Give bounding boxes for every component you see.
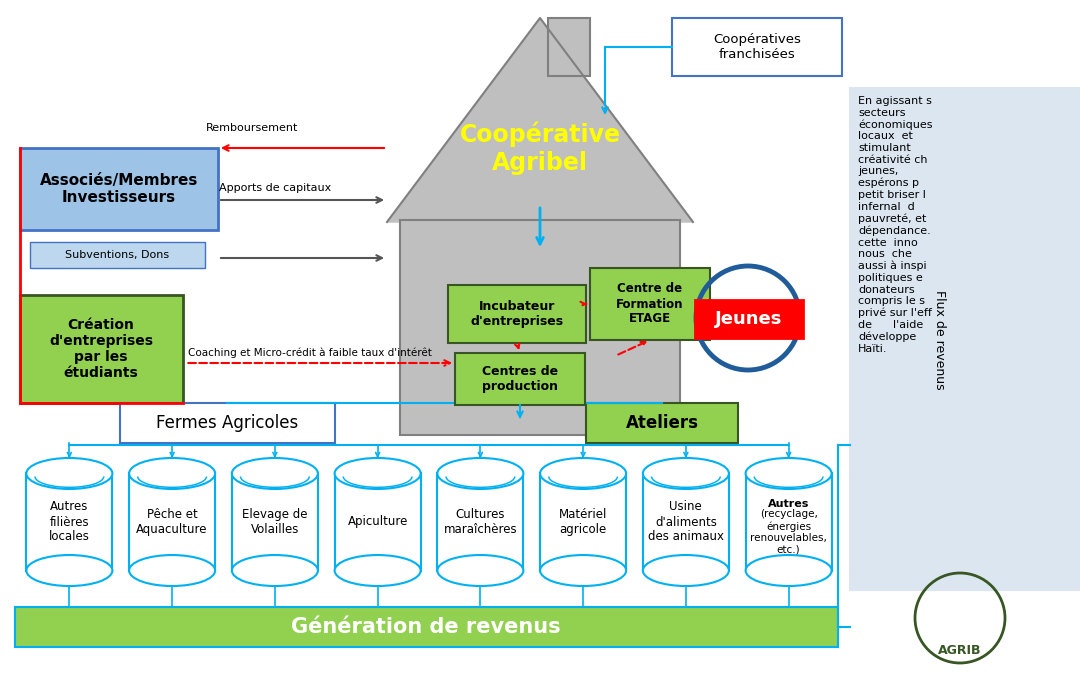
- Ellipse shape: [745, 555, 832, 586]
- Ellipse shape: [130, 555, 215, 586]
- Text: AGRIB: AGRIB: [939, 643, 982, 657]
- Bar: [15, 607, 838, 647]
- Bar: [696, 300, 804, 338]
- Text: Incubateur
d'entreprises: Incubateur d'entreprises: [471, 300, 564, 328]
- Bar: [26, 473, 112, 570]
- Bar: [850, 88, 1080, 590]
- Text: Apports de capitaux: Apports de capitaux: [219, 183, 332, 193]
- Ellipse shape: [335, 458, 420, 489]
- Bar: [21, 295, 183, 403]
- Text: Matériel
agricole: Matériel agricole: [559, 508, 607, 536]
- Bar: [643, 473, 729, 570]
- Ellipse shape: [232, 458, 318, 489]
- Text: En agissant s
secteurs
économiques
locaux  et
stimulant
créativité ch
jeunes,
es: En agissant s secteurs économiques locau…: [858, 96, 932, 354]
- Ellipse shape: [130, 458, 215, 489]
- Text: Génération de revenus: Génération de revenus: [292, 617, 561, 637]
- Bar: [21, 148, 218, 230]
- Text: Jeunes: Jeunes: [715, 310, 783, 328]
- Ellipse shape: [745, 458, 832, 489]
- Bar: [745, 473, 832, 570]
- Text: Pêche et
Aquaculture: Pêche et Aquaculture: [136, 508, 207, 536]
- Bar: [448, 285, 586, 343]
- Bar: [335, 473, 420, 570]
- Ellipse shape: [643, 555, 729, 586]
- Text: Fermes Agricoles: Fermes Agricoles: [156, 414, 298, 432]
- Text: Centres de
production: Centres de production: [482, 365, 558, 393]
- Ellipse shape: [437, 458, 524, 489]
- Text: Remboursement: Remboursement: [206, 123, 298, 133]
- Bar: [400, 220, 680, 435]
- Text: Ateliers: Ateliers: [625, 414, 699, 432]
- Text: Subventions, Dons: Subventions, Dons: [65, 250, 170, 260]
- Text: Coopérative
Agribel: Coopérative Agribel: [459, 122, 621, 175]
- Text: Usine
d'aliments
des animaux: Usine d'aliments des animaux: [648, 500, 724, 543]
- Ellipse shape: [540, 458, 626, 489]
- Text: Coaching et Micro-crédit à faible taux d'intérêt: Coaching et Micro-crédit à faible taux d…: [188, 348, 432, 358]
- Ellipse shape: [232, 555, 318, 586]
- Bar: [590, 268, 710, 340]
- Bar: [672, 18, 842, 76]
- Text: Associés/Membres
Investisseurs: Associés/Membres Investisseurs: [40, 173, 199, 205]
- Text: Cultures
maraîchères: Cultures maraîchères: [444, 508, 517, 536]
- Ellipse shape: [26, 458, 112, 489]
- Text: Autres: Autres: [768, 499, 809, 509]
- Bar: [455, 353, 585, 405]
- Bar: [586, 403, 738, 443]
- Bar: [437, 473, 524, 570]
- Text: Centre de
Formation
ETAGE: Centre de Formation ETAGE: [617, 283, 684, 325]
- Text: Création
d'entreprises
par les
étudiants: Création d'entreprises par les étudiants: [49, 318, 153, 380]
- Ellipse shape: [335, 555, 420, 586]
- Bar: [232, 473, 318, 570]
- Ellipse shape: [540, 555, 626, 586]
- Bar: [540, 473, 626, 570]
- Text: Autres
filières
locales: Autres filières locales: [49, 500, 90, 543]
- Text: (recyclage,
énergies
renouvelables,
etc.): (recyclage, énergies renouvelables, etc.…: [751, 510, 827, 555]
- Text: Coopératives
franchisées: Coopératives franchisées: [713, 33, 801, 61]
- Bar: [548, 18, 590, 76]
- Text: Flux de revenus: Flux de revenus: [933, 290, 946, 390]
- Ellipse shape: [643, 458, 729, 489]
- Ellipse shape: [437, 555, 524, 586]
- Bar: [120, 403, 335, 443]
- Polygon shape: [387, 18, 693, 222]
- Text: Apiculture: Apiculture: [348, 516, 408, 529]
- Bar: [130, 473, 215, 570]
- Ellipse shape: [26, 555, 112, 586]
- Bar: [30, 242, 205, 268]
- Text: Elevage de
Volailles: Elevage de Volailles: [242, 508, 308, 536]
